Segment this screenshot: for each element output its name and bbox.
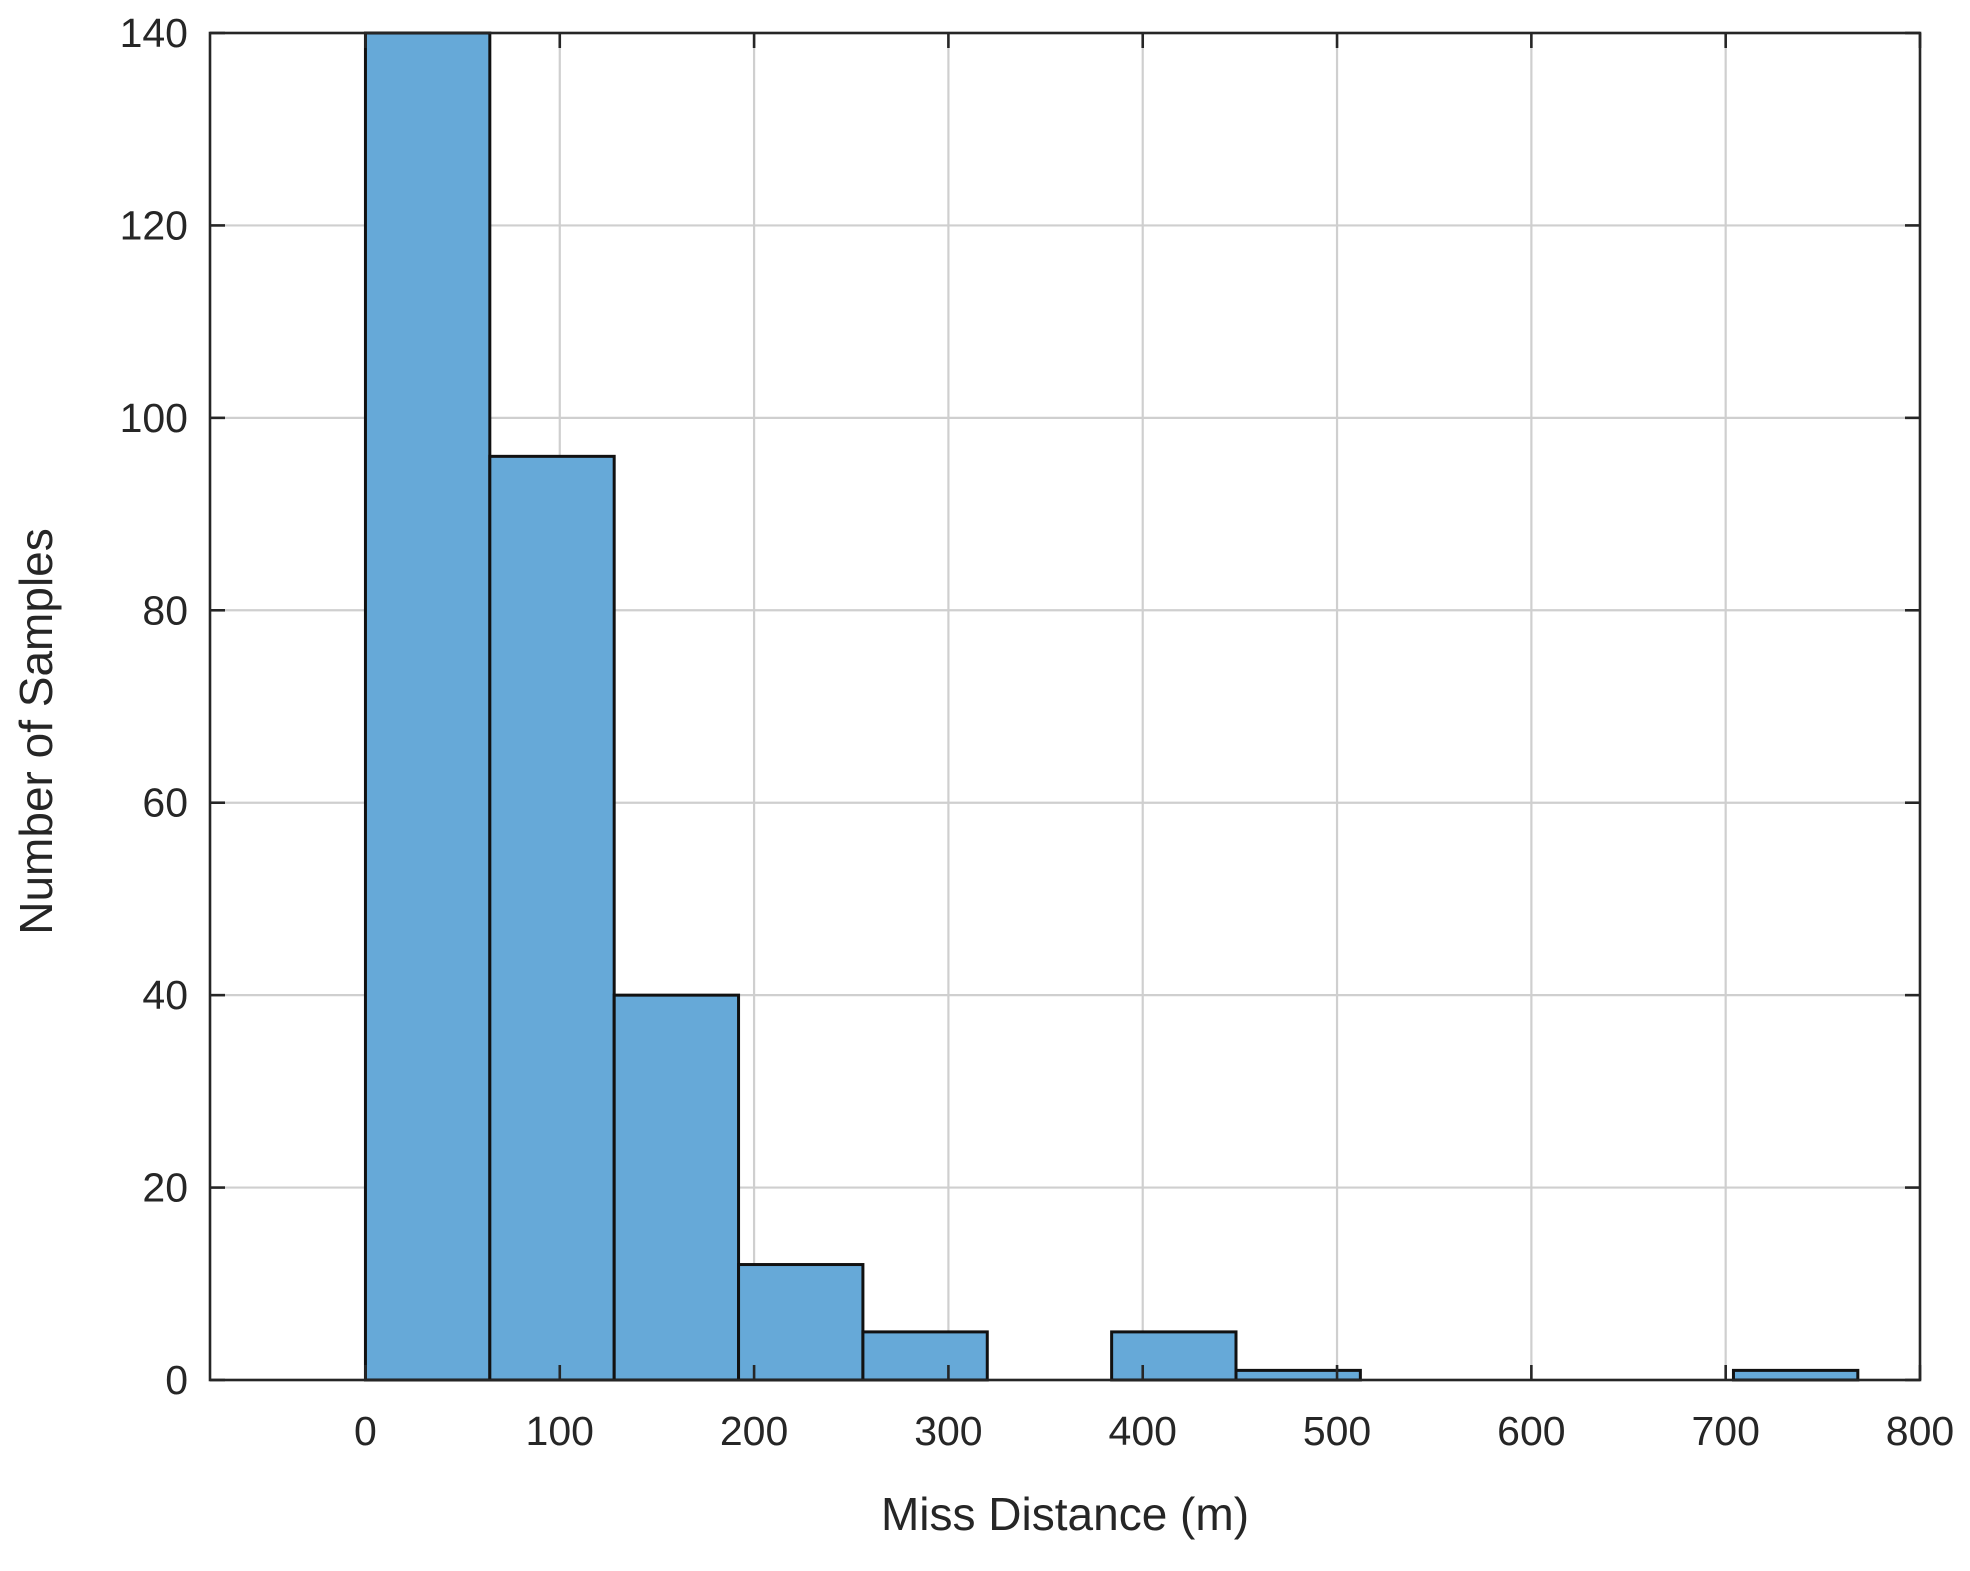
histogram-bar [363, 31, 492, 1382]
plot-frame [208, 31, 1922, 1382]
x-tick-label: 100 [526, 1408, 594, 1454]
x-tick-label: 700 [1691, 1408, 1759, 1454]
y-tick-label: 140 [120, 10, 188, 56]
histogram-bar [1234, 1368, 1362, 1382]
y-tick-label: 80 [142, 587, 188, 633]
y-tick-labels: 0 20 40 60 80 100 120 140 [120, 10, 188, 1403]
x-tick-label: 0 [354, 1408, 377, 1454]
y-tick-label: 20 [142, 1165, 188, 1211]
x-tick-label: 300 [914, 1408, 982, 1454]
x-tick-label: 200 [720, 1408, 788, 1454]
y-axis-title: Number of Samples [10, 528, 62, 935]
histogram-bar [1731, 1368, 1860, 1382]
histogram-bar [1110, 1330, 1238, 1382]
y-tick-label: 100 [120, 395, 188, 441]
histogram-bar [861, 1330, 989, 1382]
x-axis-title: Miss Distance (m) [881, 1488, 1249, 1540]
x-tick-label: 500 [1303, 1408, 1371, 1454]
y-tick-label: 120 [120, 202, 188, 248]
histogram-bar [488, 454, 616, 1382]
histogram-bar [737, 1263, 865, 1382]
x-tick-labels: 0 100 200 300 400 500 600 700 800 [354, 1408, 1954, 1454]
tick-marks [210, 31, 1922, 1382]
x-tick-label: 800 [1886, 1408, 1954, 1454]
x-tick-label: 400 [1109, 1408, 1177, 1454]
histogram-bars [363, 31, 1860, 1382]
y-tick-label: 0 [165, 1357, 188, 1403]
y-tick-label: 40 [142, 972, 188, 1018]
histogram-bar [612, 993, 741, 1382]
x-tick-label: 600 [1497, 1408, 1565, 1454]
y-tick-label: 60 [142, 780, 188, 826]
